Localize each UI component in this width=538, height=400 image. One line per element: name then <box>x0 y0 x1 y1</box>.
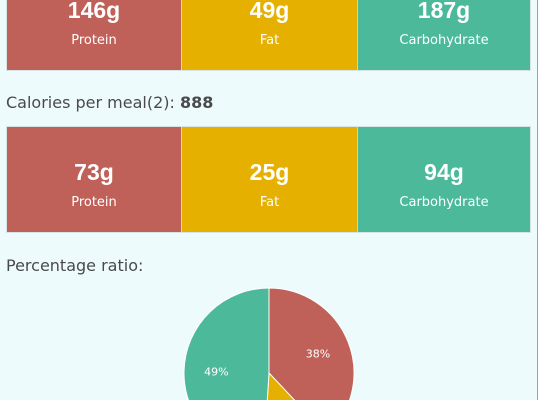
pie-slice-fat <box>264 373 328 400</box>
percentage-ratio-title: Percentage ratio: <box>6 255 143 277</box>
daily-fat-amount: 49g <box>182 0 357 23</box>
meal-carbohydrate-label: Carbohydrate <box>358 195 530 211</box>
daily-protein-label: Protein <box>7 33 181 49</box>
calories-per-meal-value: 888 <box>180 93 213 112</box>
daily-fat-card: 49g Fat <box>181 0 357 70</box>
daily-protein-card: 146g Protein <box>7 0 181 70</box>
meal-macros-row: 73g Protein 25g Fat 94g Carbohydrate <box>6 126 531 233</box>
daily-fat-label: Fat <box>182 33 357 49</box>
pie-slice-carbohydrate <box>184 288 269 400</box>
daily-macros-row: 146g Protein 49g Fat 187g Carbohydrate <box>6 0 531 71</box>
pie-label-protein: 38% <box>306 348 330 361</box>
meal-fat-card: 25g Fat <box>181 127 357 232</box>
meal-fat-amount: 25g <box>182 159 357 185</box>
pie-slice-protein <box>269 288 354 400</box>
meal-carbohydrate-card: 94g Carbohydrate <box>357 127 530 232</box>
pie-label-carbohydrate: 49% <box>204 365 228 378</box>
daily-carbohydrate-amount: 187g <box>358 0 530 23</box>
meal-fat-label: Fat <box>182 195 357 211</box>
daily-protein-amount: 146g <box>7 0 181 23</box>
calories-per-meal-label: Calories per meal(2): <box>6 93 180 112</box>
daily-carbohydrate-label: Carbohydrate <box>358 33 530 49</box>
meal-protein-label: Protein <box>7 195 181 211</box>
daily-carbohydrate-card: 187g Carbohydrate <box>357 0 530 70</box>
meal-carbohydrate-amount: 94g <box>358 159 530 185</box>
meal-protein-amount: 73g <box>7 159 181 185</box>
meal-protein-card: 73g Protein <box>7 127 181 232</box>
calories-per-meal: Calories per meal(2): 888 <box>6 92 213 114</box>
